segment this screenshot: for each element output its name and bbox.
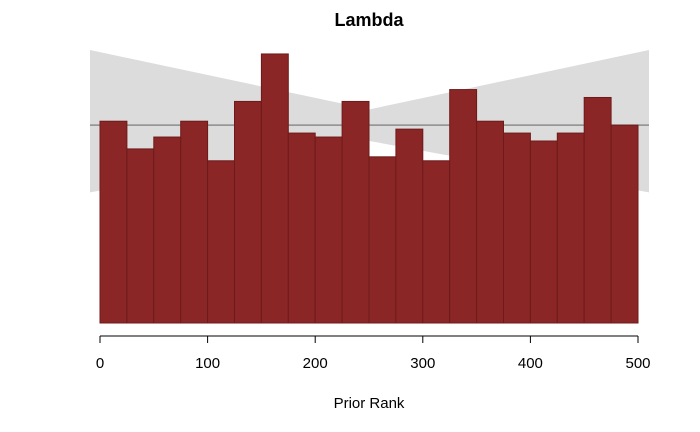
histogram-bar [422,160,451,324]
x-ticks: 0 100 200 300 400 500 [96,336,651,372]
histogram-bar [260,53,289,324]
x-axis: 0 100 200 300 400 500 [96,335,651,372]
histogram-bar [583,96,612,324]
histogram-bar [126,148,155,324]
histogram-bar [556,132,585,324]
histogram-bar [153,136,182,324]
histogram-bar [449,89,478,324]
x-tick-label: 500 [625,355,650,372]
x-tick-label: 400 [518,355,543,372]
histogram-bar [503,132,531,324]
chart-title: Lambda [334,10,404,30]
x-tick-label: 0 [96,355,104,372]
histogram-bar [529,140,558,324]
histogram-bar [476,120,505,324]
histogram-bar [207,160,236,324]
x-tick-label: 200 [303,355,328,372]
histogram-bars [99,53,639,324]
histogram-bar [395,128,424,324]
histogram-bar [314,136,343,324]
histogram-bar [99,120,128,324]
histogram-bar [234,100,262,324]
histogram-bar [610,124,639,324]
x-tick-label: 100 [195,355,220,372]
histogram-bar [287,132,316,324]
histogram-bar [368,156,397,324]
histogram-bar [180,120,209,324]
x-axis-label: Prior Rank [334,395,405,412]
x-tick-label: 300 [410,355,435,372]
histogram-bar [341,100,370,324]
